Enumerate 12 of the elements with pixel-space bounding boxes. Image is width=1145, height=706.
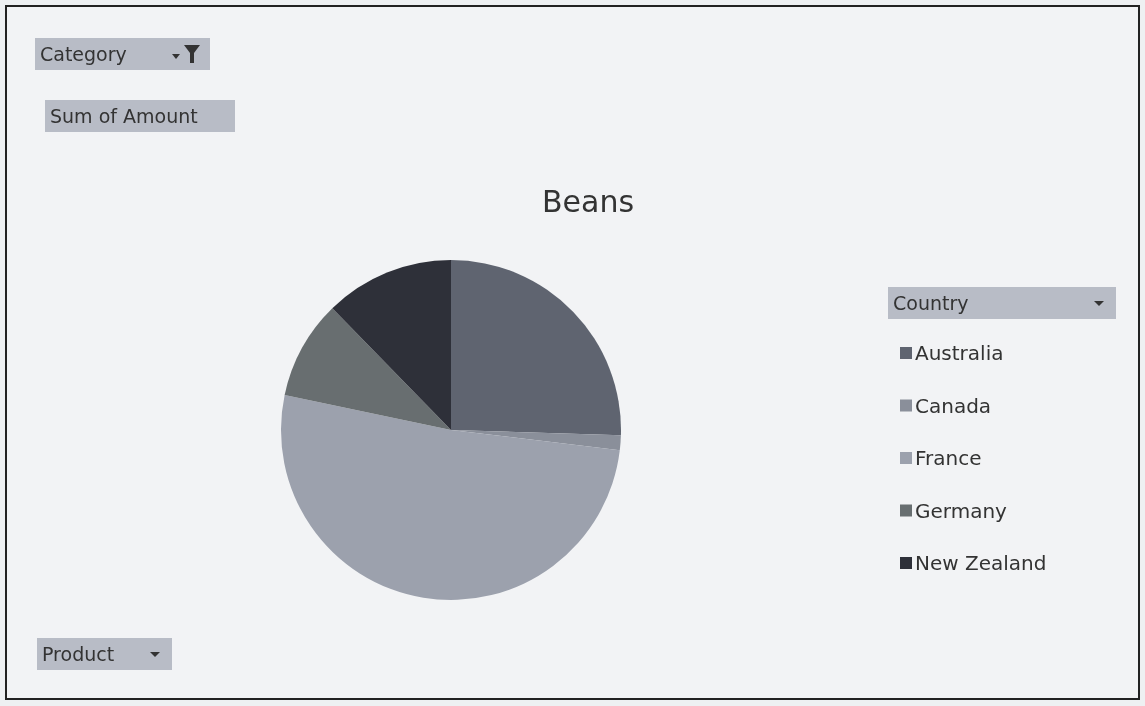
text: Category <box>40 43 127 65</box>
text: Product <box>42 643 115 665</box>
text: Sum of Amount <box>50 105 198 127</box>
legend-title: Country <box>893 292 969 314</box>
legend-label: Canada <box>915 393 992 418</box>
pie-slice <box>332 260 451 430</box>
legend-label: New Zealand <box>915 551 1047 575</box>
legend-label: Germany <box>915 498 1008 523</box>
pie-slice <box>281 395 620 600</box>
legend-label: Australia <box>915 341 1004 365</box>
chart-title: Beans <box>541 184 635 219</box>
legend-label: France <box>915 446 982 470</box>
